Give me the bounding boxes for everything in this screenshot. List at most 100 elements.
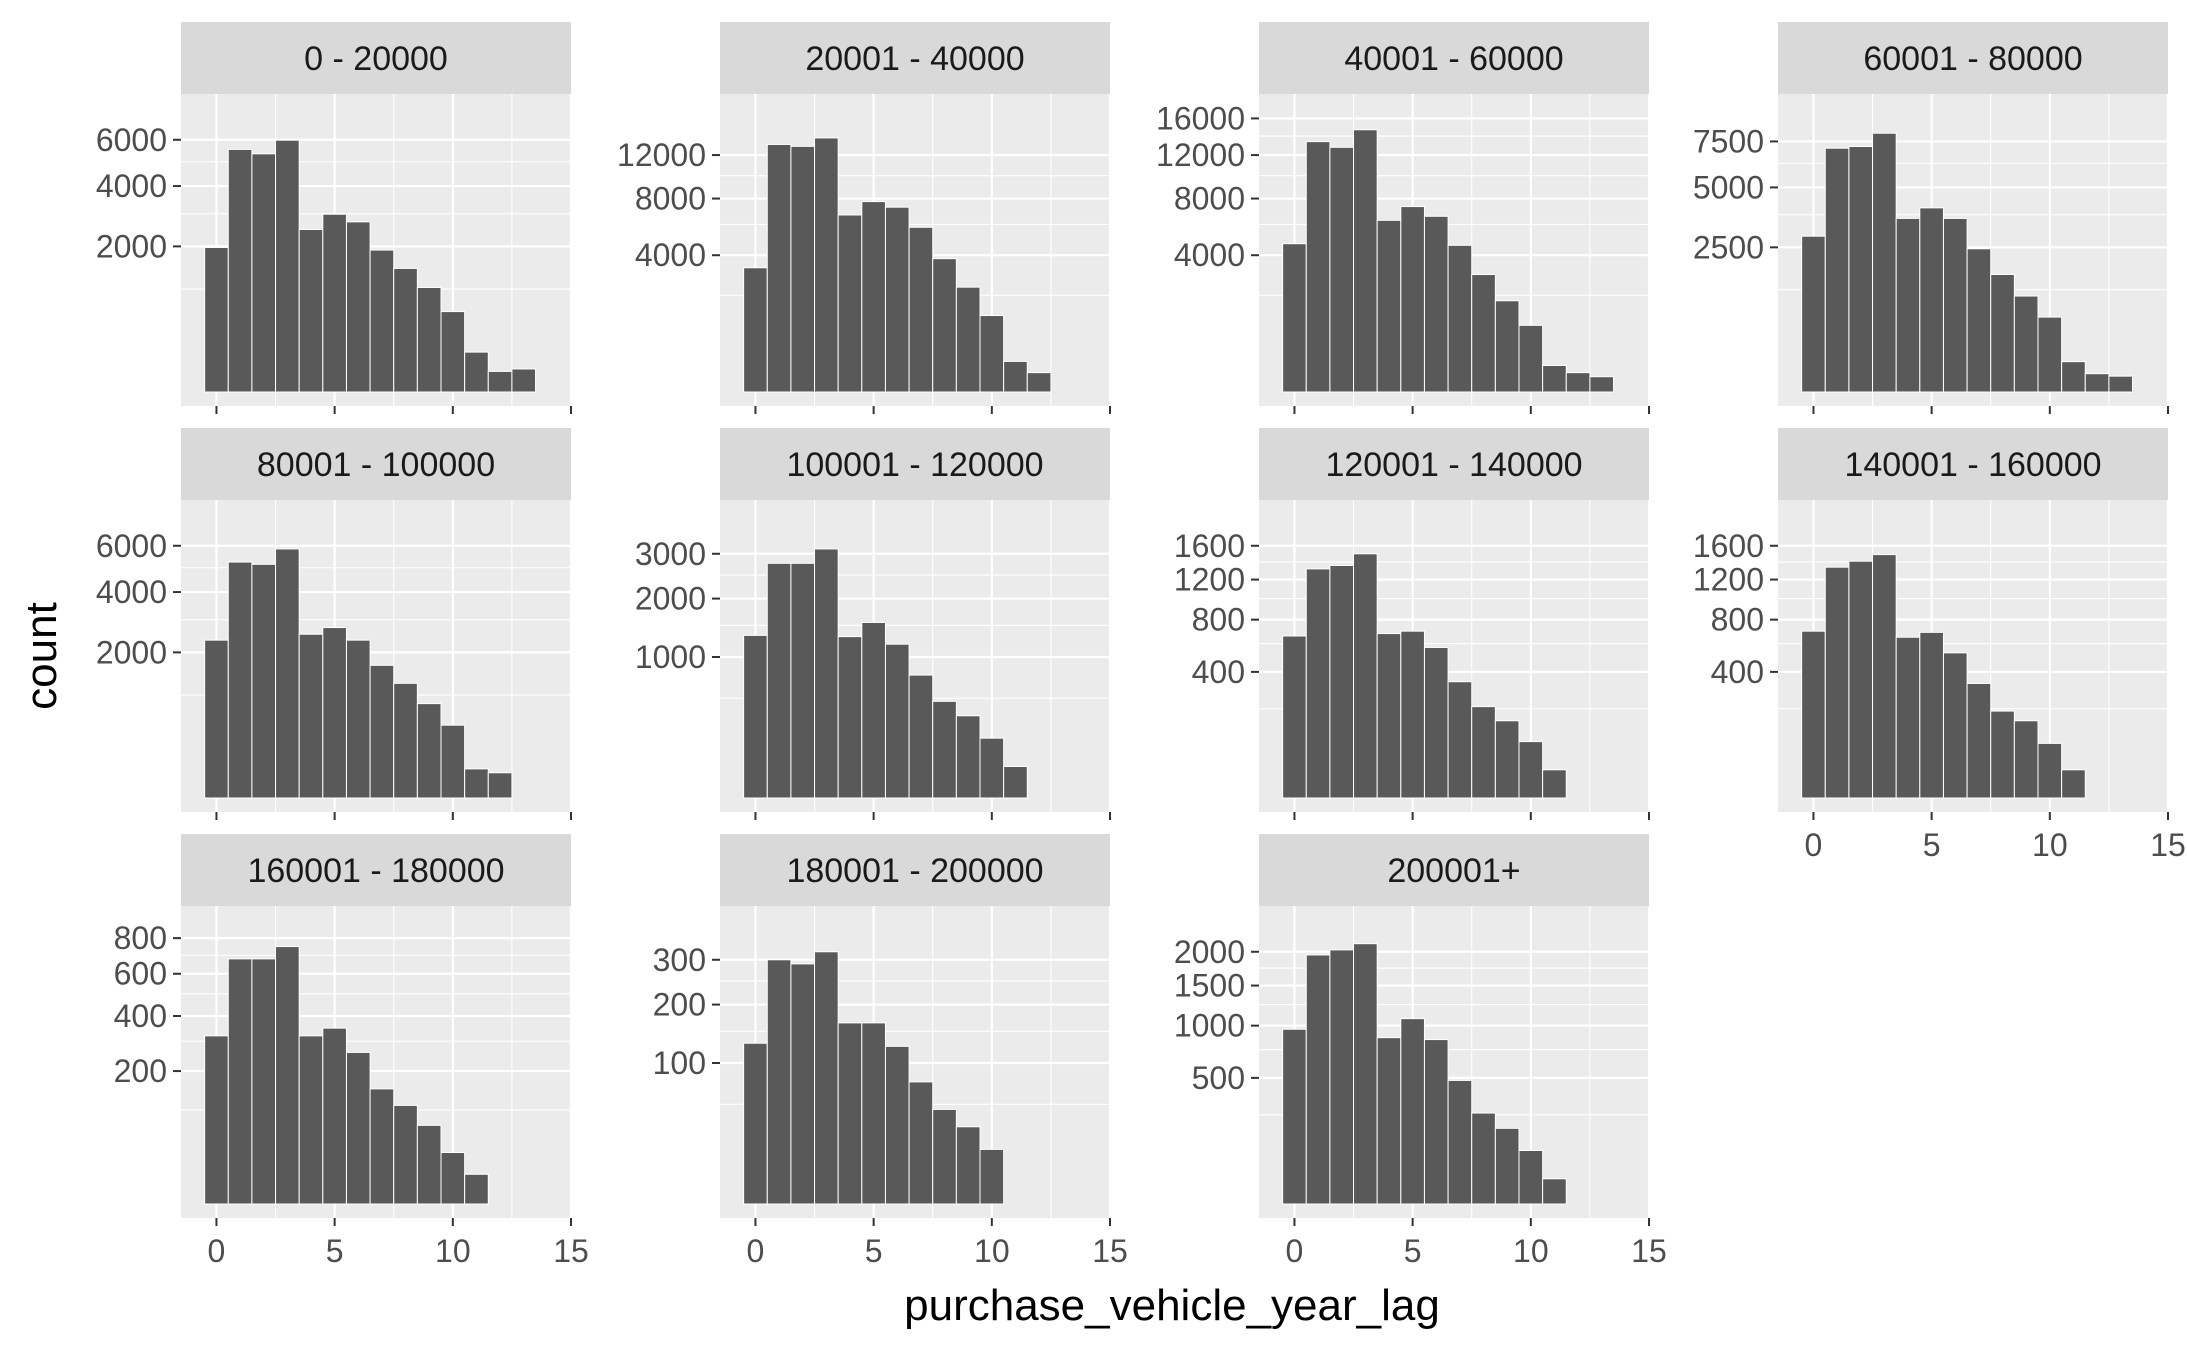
histogram-bar (1542, 769, 1567, 799)
histogram-bar (251, 563, 277, 799)
histogram-bar (1423, 1039, 1449, 1205)
facet-strip-label: 140001 - 160000 (1844, 446, 2101, 484)
histogram-bar (766, 562, 792, 799)
histogram-bar (814, 137, 839, 393)
y-tick-label: 2000 (96, 228, 167, 264)
histogram-bar (2037, 316, 2063, 393)
histogram-bar (1518, 1149, 1544, 1205)
x-tick-label: 5 (1404, 1233, 1422, 1269)
histogram-bar (322, 627, 347, 799)
histogram-bar (884, 643, 910, 799)
y-tick-label: 400 (114, 998, 167, 1034)
histogram-bar (1895, 217, 1921, 393)
y-tick-label: 5000 (1693, 169, 1764, 205)
facet-panel: 80001 - 100000 2000 4000 6000 (96, 428, 573, 820)
y-tick-label: 1600 (1174, 528, 1245, 564)
histogram-bar (861, 621, 886, 799)
histogram-bar (416, 286, 442, 393)
histogram-bar (1919, 631, 1944, 799)
histogram-bar (251, 958, 277, 1205)
y-tick-label: 4000 (1174, 237, 1245, 273)
facet-panel: 180001 - 200000 100 200 300 0 5 10 15 (653, 834, 1128, 1269)
histogram-bar (298, 229, 324, 393)
y-tick-label: 12000 (617, 137, 706, 173)
y-tick-label: 200 (114, 1053, 167, 1089)
histogram-bar (1966, 682, 1992, 799)
facet-strip (1259, 834, 1649, 906)
y-tick-label: 1200 (1174, 562, 1245, 598)
histogram-bar (1447, 681, 1473, 799)
facet-strip (181, 834, 571, 906)
histogram-bar (227, 148, 253, 393)
histogram-bar (1824, 147, 1850, 393)
histogram-bar (1872, 554, 1897, 799)
histogram-bar (884, 206, 910, 393)
histogram-bar (393, 1104, 418, 1205)
x-tick-label: 0 (747, 1233, 765, 1269)
y-tick-label: 1500 (1174, 968, 1245, 1004)
y-axis-title: count (17, 602, 66, 710)
histogram-bar (837, 1022, 863, 1205)
histogram-bar (1542, 365, 1567, 393)
histogram-bar (275, 946, 300, 1205)
y-tick-label: 2000 (96, 634, 167, 670)
histogram-bar (1494, 300, 1520, 393)
y-tick-label: 3000 (635, 536, 706, 572)
histogram-bar (814, 951, 839, 1205)
y-tick-label: 7500 (1693, 123, 1764, 159)
histogram-bar (1801, 630, 1826, 799)
y-tick-label: 500 (1192, 1060, 1245, 1096)
histogram-bar (275, 139, 300, 393)
histogram-bar (1494, 720, 1520, 799)
histogram-bar (1848, 145, 1874, 393)
histogram-bar (1494, 1127, 1520, 1205)
facet-strip (720, 428, 1110, 500)
histogram-bar (1872, 132, 1897, 393)
y-tick-label: 1000 (635, 639, 706, 675)
facet-panel: 0 - 20000 2000 4000 6000 (96, 22, 573, 414)
histogram-bar (2013, 295, 2039, 393)
histogram-bar (790, 562, 816, 799)
histogram-bar (1305, 141, 1331, 393)
histogram-bar (416, 703, 442, 799)
histogram-bar (979, 1148, 1005, 1205)
histogram-bar (1848, 560, 1874, 799)
histogram-bar (1400, 630, 1425, 799)
histogram-bar (790, 145, 816, 393)
histogram-bar (1518, 324, 1544, 393)
histogram-bar (1966, 248, 1992, 393)
histogram-bar (814, 548, 839, 799)
histogram-bar (1003, 765, 1028, 799)
y-tick-label: 16000 (1156, 100, 1245, 136)
histogram-bar (464, 1173, 489, 1205)
histogram-bar (932, 700, 957, 799)
x-tick-label: 0 (1805, 827, 1823, 863)
histogram-bar (416, 1124, 442, 1205)
histogram-bar (2084, 373, 2110, 393)
histogram-bar (464, 768, 489, 799)
y-tick-label: 1000 (1174, 1008, 1245, 1044)
x-tick-label: 15 (1631, 1233, 1667, 1269)
histogram-bar (1026, 372, 1052, 393)
histogram-bar (837, 636, 863, 799)
y-tick-label: 4000 (635, 237, 706, 273)
histogram-bar (1003, 360, 1028, 393)
x-tick-label: 10 (1513, 1233, 1549, 1269)
histogram-bar (322, 1027, 347, 1205)
facet-panel: 100001 - 120000 1000 2000 3000 (635, 428, 1112, 820)
facet-strip-label: 80001 - 100000 (257, 446, 495, 484)
histogram-bar (1282, 243, 1307, 393)
histogram-bar (1589, 376, 1615, 393)
y-tick-label: 12000 (1156, 137, 1245, 173)
histogram-bar (1447, 244, 1473, 393)
histogram-bar (1919, 207, 1944, 393)
facet-strip (1778, 22, 2168, 94)
facet-strip-label: 180001 - 200000 (786, 852, 1043, 890)
histogram-bar (790, 963, 816, 1205)
facet-strip-label: 20001 - 40000 (805, 40, 1024, 78)
histogram-bar (440, 724, 466, 799)
histogram-bar (932, 1108, 957, 1205)
x-tick-label: 0 (1286, 1233, 1304, 1269)
histogram-bar (1423, 215, 1449, 393)
